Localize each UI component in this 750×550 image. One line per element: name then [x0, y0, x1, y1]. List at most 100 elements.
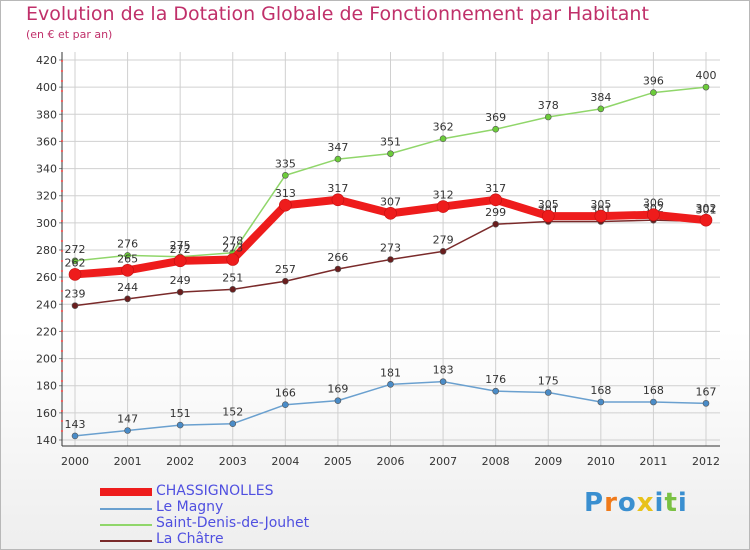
data-label-2: 147: [117, 413, 138, 426]
data-point-0: [439, 135, 447, 143]
x-tick-label: 2010: [587, 455, 615, 468]
data-point-1: [334, 265, 342, 273]
x-tick-label: 2007: [429, 455, 457, 468]
y-tick-label: 220: [36, 325, 57, 338]
data-point-0: [334, 155, 342, 163]
data-point-2: [597, 398, 605, 406]
data-point-2: [492, 387, 499, 395]
data-point-1: [176, 288, 184, 296]
data-point-1: [439, 248, 447, 255]
y-tick-label: 200: [36, 353, 57, 366]
y-tick-label: 240: [36, 298, 57, 311]
y-tick-label: 280: [36, 244, 57, 257]
y-tick-label: 140: [36, 434, 57, 447]
data-point-2: [176, 421, 184, 429]
data-point-3: [384, 207, 397, 220]
data-point-2: [702, 400, 710, 407]
data-point-3: [436, 200, 450, 213]
chart-subtitle: (en € et par an): [26, 28, 113, 41]
x-tick-label: 2001: [114, 455, 142, 468]
data-point-3: [173, 254, 187, 268]
data-label-0: 378: [538, 99, 559, 112]
x-tick-label: 2004: [271, 455, 299, 468]
data-point-0: [597, 105, 605, 113]
data-point-0: [650, 89, 657, 96]
y-tick-label: 340: [36, 163, 57, 176]
data-point-3: [331, 193, 345, 207]
data-label-0: 362: [433, 121, 454, 134]
x-tick-label: 2000: [61, 455, 89, 468]
legend-swatch: [100, 540, 152, 542]
data-point-3: [279, 198, 292, 212]
data-label-2: 176: [485, 373, 506, 386]
x-tick-label: 2005: [324, 455, 352, 468]
data-point-1: [229, 286, 237, 293]
data-label-3: 307: [380, 195, 401, 208]
legend-label: Le Magny: [156, 499, 224, 515]
data-label-2: 166: [275, 387, 296, 400]
legend-swatch: [100, 488, 152, 496]
data-label-1: 266: [327, 251, 348, 264]
x-tick-label: 2003: [219, 455, 247, 468]
data-label-1: 301: [696, 204, 717, 217]
chart-title: Evolution de la Dotation Globale de Fonc…: [26, 3, 649, 25]
data-point-0: [282, 172, 289, 179]
data-label-0: 351: [380, 136, 401, 149]
data-point-3: [226, 253, 240, 266]
data-label-3: 317: [327, 182, 348, 195]
data-label-0: 396: [643, 75, 664, 88]
data-point-0: [387, 150, 394, 157]
y-tick-label: 380: [36, 108, 57, 121]
data-label-3: 305: [538, 198, 559, 211]
data-label-2: 168: [643, 384, 664, 397]
data-point-2: [650, 398, 657, 406]
data-point-2: [439, 378, 447, 385]
data-label-0: 275: [170, 239, 191, 252]
proxiti-logo: Proxiti: [584, 488, 688, 518]
legend-label: La Châtre: [156, 531, 224, 547]
data-label-1: 244: [117, 281, 138, 294]
data-label-3: 313: [275, 187, 296, 200]
data-label-3: 317: [485, 182, 506, 195]
y-tick-label: 300: [36, 217, 57, 230]
data-label-3: 306: [643, 197, 664, 210]
data-label-1: 249: [170, 274, 191, 287]
x-tick-label: 2008: [482, 455, 510, 468]
x-tick-label: 2011: [639, 455, 667, 468]
data-label-0: 369: [485, 111, 506, 124]
data-label-2: 169: [327, 383, 348, 396]
data-point-2: [334, 397, 342, 404]
data-label-1: 251: [222, 271, 243, 284]
data-point-2: [387, 381, 394, 388]
data-label-2: 183: [433, 364, 454, 377]
data-point-3: [68, 268, 82, 281]
data-point-3: [594, 209, 608, 223]
data-label-3: 272: [170, 243, 191, 256]
legend-label: Saint-Denis-de-Jouhet: [156, 515, 310, 531]
data-label-2: 152: [222, 406, 243, 419]
data-point-0: [544, 113, 552, 121]
data-label-0: 278: [222, 235, 243, 248]
data-point-1: [387, 256, 394, 263]
data-label-1: 299: [485, 206, 506, 219]
x-tick-label: 2006: [377, 455, 405, 468]
data-label-3: 262: [65, 256, 86, 269]
y-tick-label: 360: [36, 135, 57, 148]
data-label-1: 257: [275, 263, 296, 276]
data-label-2: 167: [696, 385, 717, 398]
y-tick-label: 160: [36, 407, 57, 420]
data-point-3: [699, 213, 713, 227]
y-tick-label: 260: [36, 271, 57, 284]
data-label-1: 279: [433, 233, 454, 246]
data-point-2: [229, 420, 237, 428]
x-tick-label: 2009: [534, 455, 562, 468]
data-point-0: [71, 257, 79, 265]
data-point-3: [121, 264, 134, 277]
data-point-2: [71, 432, 79, 440]
data-label-0: 335: [275, 157, 296, 170]
data-point-2: [282, 401, 289, 409]
data-point-0: [124, 252, 131, 259]
data-point-1: [282, 277, 289, 285]
data-label-0: 276: [117, 237, 138, 250]
